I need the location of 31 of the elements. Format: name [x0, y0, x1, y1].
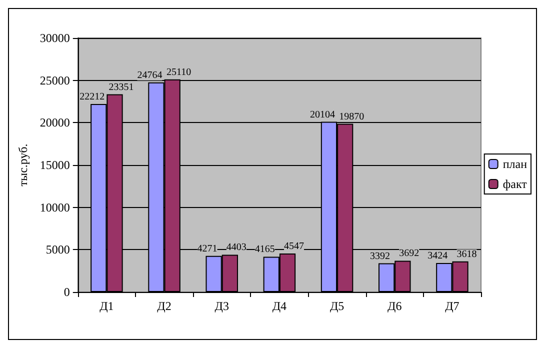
legend-label: план [502, 157, 528, 171]
x-tick-label: Д2 [157, 299, 172, 313]
y-tick-label: 30000 [40, 31, 70, 45]
data-label: 3424 [428, 250, 448, 262]
x-tick-label: Д6 [388, 299, 402, 313]
data-label: 19870 [339, 111, 364, 122]
data-label: 4403 [226, 242, 246, 254]
data-label: 4165 [254, 244, 275, 256]
y-tick-label: 20000 [40, 116, 70, 130]
legend-label: факт [502, 177, 528, 191]
y-tick-label: 25000 [40, 73, 70, 88]
y-axis-title: тыс.руб. [16, 144, 30, 186]
data-label: 4547 [284, 241, 304, 252]
data-label: 23351 [108, 82, 134, 93]
y-tick-label: 0 [64, 285, 70, 299]
x-tick-label: Д4 [272, 299, 287, 313]
x-tick-label: Д3 [214, 299, 229, 313]
data-label: 24764 [137, 70, 162, 81]
data-label: 3618 [456, 248, 477, 260]
data-label: 3692 [399, 248, 420, 260]
x-tick-label: Д1 [100, 299, 114, 313]
data-label: 4271 [197, 243, 218, 254]
y-tick-label: 15000 [40, 158, 70, 172]
x-tick-label: Д5 [330, 299, 344, 313]
data-label: 25110 [166, 66, 192, 78]
x-tick-label: Д7 [445, 299, 460, 313]
data-label: 3392 [370, 250, 390, 262]
data-label: 20104 [310, 109, 335, 120]
y-tick-label: 5000 [46, 242, 70, 257]
y-tick-label: 10000 [40, 200, 70, 214]
data-label: 22212 [80, 91, 105, 102]
